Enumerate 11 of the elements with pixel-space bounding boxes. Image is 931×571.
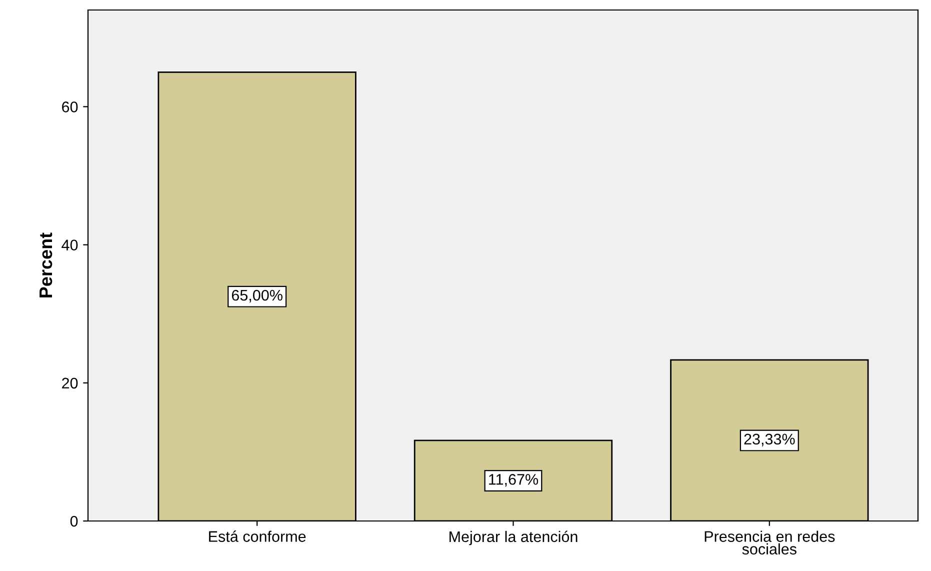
data-label: 23,33%	[744, 434, 795, 446]
x-tick-label: Está conforme	[209, 530, 306, 542]
y-tick-label: 20	[62, 378, 78, 389]
x-tick-label: Presencia en redes sociales	[704, 530, 835, 555]
data-label: 11,67%	[489, 474, 538, 487]
y-axis-title: Percent	[40, 232, 52, 298]
y-tick-label: 60	[62, 102, 78, 112]
data-label: 65,00%	[232, 290, 282, 302]
x-tick-label: Mejorar la atención	[450, 530, 578, 546]
y-tick-label: 40	[62, 240, 78, 250]
y-tick-label: 0	[70, 516, 78, 527]
